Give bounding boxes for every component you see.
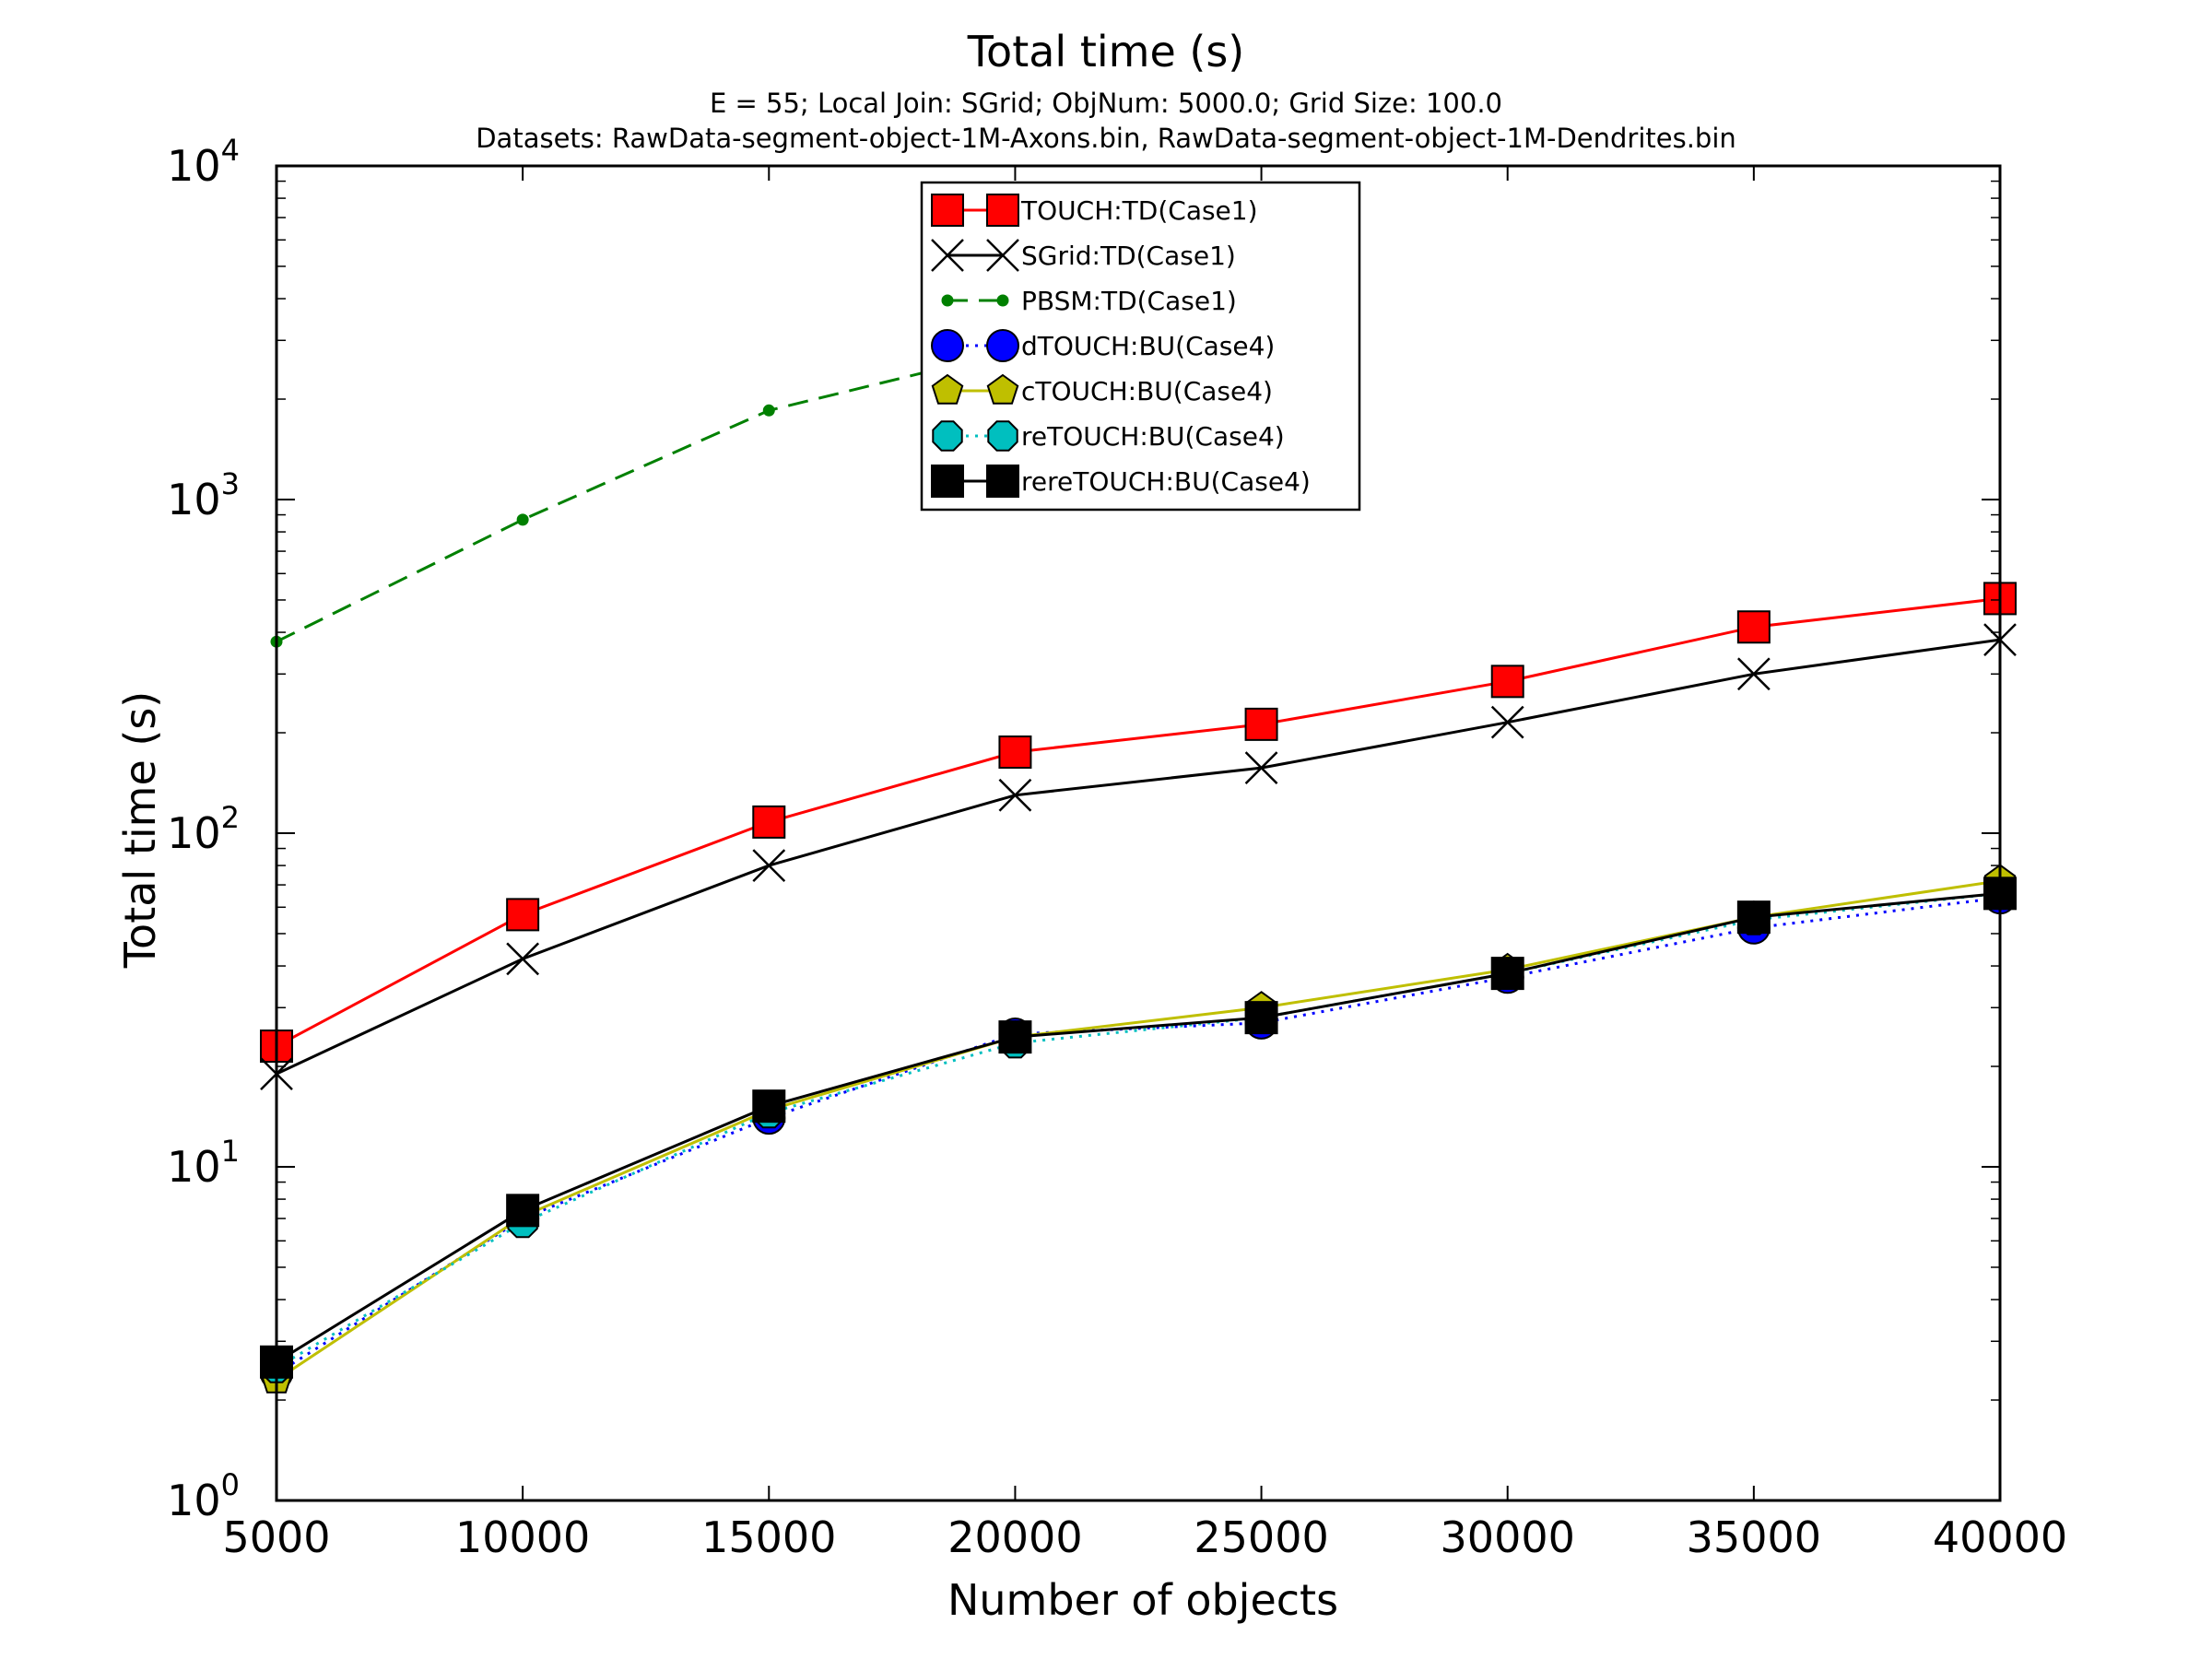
data-point-1-6 — [1736, 657, 1771, 691]
data-point-6-4 — [1244, 1001, 1278, 1035]
legend-marker-right — [986, 373, 1019, 405]
series-1 — [260, 623, 2017, 1090]
series-line-3 — [276, 896, 2001, 1375]
data-point-6-5 — [1490, 957, 1524, 991]
series-line-1 — [276, 638, 2001, 1076]
legend-marker-right — [996, 294, 1009, 307]
y-tick-label: 104 — [167, 133, 240, 191]
y-tick-label: 102 — [167, 800, 240, 858]
data-point-1-3 — [998, 778, 1032, 812]
data-point-0-5 — [1490, 665, 1524, 699]
legend-marker-left — [931, 329, 964, 362]
legend-marker-right — [987, 420, 1018, 452]
legend-marker-left — [931, 373, 964, 405]
legend-item-0: TOUCH:TD(Case1) — [931, 194, 1258, 227]
chart-subtitle-line-1: E = 55; Local Join: SGrid; ObjNum: 5000.… — [710, 88, 1502, 119]
chart-subtitle-line-2: Datasets: RawData-segment-object-1M-Axon… — [476, 123, 1736, 154]
data-point-1-2 — [752, 849, 786, 882]
series-2 — [270, 344, 1021, 648]
data-point-0-2 — [752, 805, 786, 839]
legend-marker-left — [941, 294, 954, 307]
data-point-1-4 — [1244, 751, 1278, 784]
x-tick-label: 15000 — [701, 1512, 836, 1562]
series-line-0 — [276, 596, 2001, 1048]
data-point-0-6 — [1736, 610, 1771, 644]
x-tick-label: 35000 — [1687, 1512, 1821, 1562]
legend-marker-right — [986, 239, 1019, 272]
data-point-1-1 — [506, 942, 540, 976]
series-6 — [260, 877, 2017, 1379]
series-line-5 — [276, 891, 2001, 1370]
axes-layer: 5000 10000 15000 20000 25000 30000 35000 40000 1… — [167, 133, 2067, 1562]
y-axis-label: Total time (s) — [115, 691, 165, 969]
legend-item-3: dTOUCH:BU(Case4) — [931, 329, 1275, 362]
data-point-0-3 — [998, 735, 1032, 770]
x-tick-label: 20000 — [947, 1512, 1082, 1562]
legend-label: rereTOUCH:BU(Case4) — [1021, 466, 1311, 497]
x-tick-label: 10000 — [455, 1512, 590, 1562]
data-point-6-3 — [998, 1020, 1032, 1054]
legend-label: PBSM:TD(Case1) — [1021, 286, 1237, 316]
legend-label: reTOUCH:BU(Case4) — [1021, 421, 1285, 452]
legend-item-4: cTOUCH:BU(Case4) — [931, 373, 1273, 406]
data-point-2-2 — [762, 404, 775, 417]
legend-label: dTOUCH:BU(Case4) — [1021, 331, 1275, 361]
legend-marker-right — [986, 329, 1019, 362]
x-axis-label: Number of objects — [947, 1575, 1338, 1625]
legend-label: TOUCH:TD(Case1) — [1020, 195, 1258, 226]
legend-marker-left — [932, 420, 963, 452]
legend-item-1: SGrid:TD(Case1) — [931, 239, 1236, 272]
legend: TOUCH:TD(Case1) SGrid:TD(Case1) PBSM:TD(Ca… — [920, 181, 1361, 512]
legend-marker-right — [986, 465, 1019, 498]
legend-label: cTOUCH:BU(Case4) — [1021, 376, 1273, 406]
data-point-0-1 — [506, 898, 540, 932]
data-point-6-6 — [1736, 900, 1771, 935]
series-line-6 — [276, 891, 2001, 1364]
y-tick-label: 103 — [167, 466, 240, 524]
x-tick-label: 30000 — [1441, 1512, 1575, 1562]
x-tick-label: 25000 — [1194, 1512, 1328, 1562]
data-point-1-5 — [1490, 705, 1524, 739]
data-point-0-4 — [1244, 707, 1278, 741]
data-point-6-2 — [752, 1089, 786, 1124]
legend-item-6: rereTOUCH:BU(Case4) — [931, 465, 1311, 498]
y-tick-label: 100 — [167, 1467, 240, 1525]
series-0 — [260, 582, 2017, 1064]
legend-marker-left — [931, 194, 964, 227]
data-point-6-1 — [506, 1194, 540, 1228]
legend-item-5: reTOUCH:BU(Case4) — [932, 420, 1285, 452]
series-5 — [261, 877, 2016, 1383]
legend-marker-right — [986, 194, 1019, 227]
x-tick-label: 5000 — [222, 1512, 330, 1562]
y-tick-label: 101 — [167, 1134, 240, 1192]
legend-label: SGrid:TD(Case1) — [1021, 241, 1236, 271]
legend-marker-left — [931, 239, 964, 272]
legend-marker-left — [931, 465, 964, 498]
data-point-2-1 — [516, 513, 529, 526]
legend-item-2: PBSM:TD(Case1) — [941, 286, 1237, 316]
series-line-2 — [276, 348, 1016, 643]
x-tick-label: 40000 — [1933, 1512, 2067, 1562]
chart-title: Total time (s) — [967, 27, 1244, 76]
